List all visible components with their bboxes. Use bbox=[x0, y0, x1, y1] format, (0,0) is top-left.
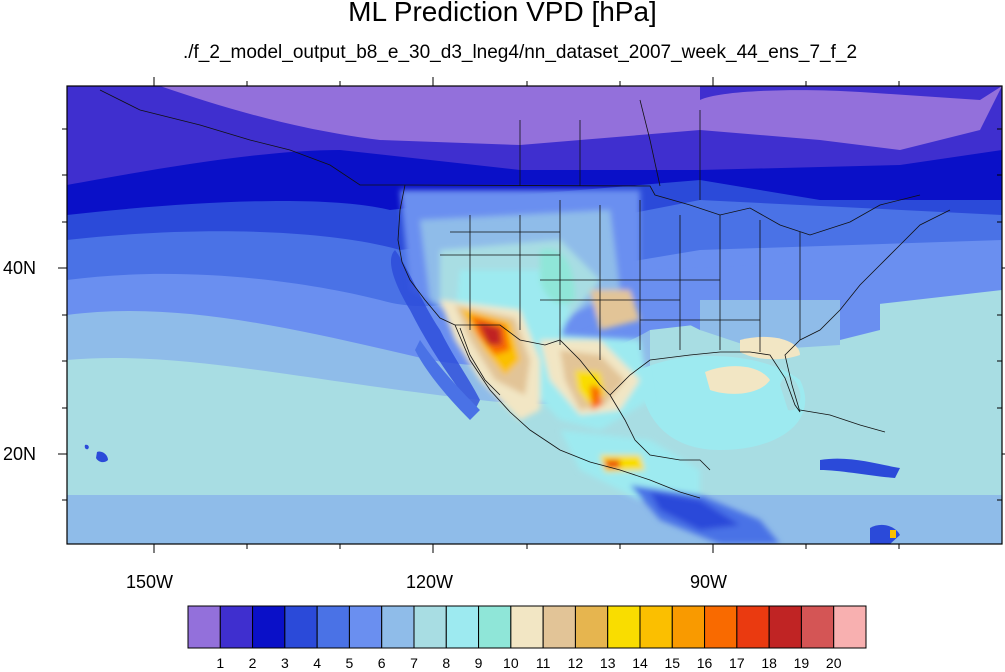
colorbar-label: 20 bbox=[825, 655, 842, 671]
colorbar-label: 19 bbox=[793, 655, 810, 671]
chart-subtitle: ./f_2_model_output_b8_e_30_d3_lneg4/nn_d… bbox=[182, 42, 858, 63]
colorbar-swatch bbox=[348, 605, 383, 649]
lon-label-90w: 90W bbox=[690, 572, 728, 592]
colorbar-swatch bbox=[478, 605, 512, 649]
map-field bbox=[67, 86, 1002, 544]
colorbar-swatch bbox=[704, 605, 738, 649]
colorbar-label: 7 bbox=[410, 655, 418, 671]
lon-label-150w: 150W bbox=[126, 572, 174, 592]
colorbar-label: 1 bbox=[216, 655, 225, 671]
colorbar-label: 6 bbox=[377, 655, 386, 671]
colorbar-label: 17 bbox=[729, 655, 745, 671]
colorbar-label: 18 bbox=[761, 655, 777, 671]
colorbar-label: 8 bbox=[442, 655, 451, 671]
colorbar-label: 10 bbox=[503, 655, 519, 671]
lat-label-20n: 20N bbox=[3, 444, 37, 464]
colorbar-label: 2 bbox=[248, 655, 257, 671]
colorbar-swatch bbox=[252, 605, 286, 649]
colorbar-label: 3 bbox=[280, 655, 289, 671]
colorbar-swatch bbox=[542, 605, 576, 649]
colorbar-swatch bbox=[833, 605, 867, 649]
lon-label-120w: 120W bbox=[406, 572, 454, 592]
colorbar-swatch bbox=[219, 605, 254, 649]
colorbar-swatch bbox=[671, 605, 706, 649]
colorbar-label: 11 bbox=[535, 655, 551, 671]
colorbar-label: 12 bbox=[567, 655, 584, 671]
colorbar-label: 4 bbox=[313, 655, 322, 671]
colorbar-swatch bbox=[574, 605, 609, 649]
lat-label-40n: 40N bbox=[3, 258, 37, 278]
colorbar-swatch bbox=[768, 605, 802, 649]
colorbar-swatch bbox=[510, 605, 544, 649]
colorbar-swatch bbox=[800, 605, 835, 649]
colorbar-swatch bbox=[187, 605, 221, 649]
colorbar-swatch bbox=[316, 605, 350, 649]
colorbar-label: 13 bbox=[599, 655, 616, 671]
colorbar-swatch bbox=[445, 605, 480, 649]
colorbar-swatch bbox=[639, 605, 673, 649]
colorbar-label: 14 bbox=[632, 655, 648, 671]
colorbar-swatch bbox=[284, 605, 318, 649]
colorbar-label: 16 bbox=[696, 655, 713, 671]
colorbar-swatch bbox=[381, 605, 415, 649]
colorbar-swatch bbox=[736, 605, 770, 649]
colorbar bbox=[187, 605, 867, 649]
colorbar-swatch bbox=[413, 605, 447, 649]
axis-ticks bbox=[58, 77, 1005, 553]
colorbar-label: 5 bbox=[345, 655, 354, 671]
colorbar-label: 15 bbox=[664, 655, 681, 671]
colorbar-swatch bbox=[607, 605, 641, 649]
political-boundaries bbox=[99, 89, 951, 499]
colorbar-label: 9 bbox=[474, 655, 483, 671]
chart-title: ML Prediction VPD [hPa] bbox=[348, 0, 657, 27]
